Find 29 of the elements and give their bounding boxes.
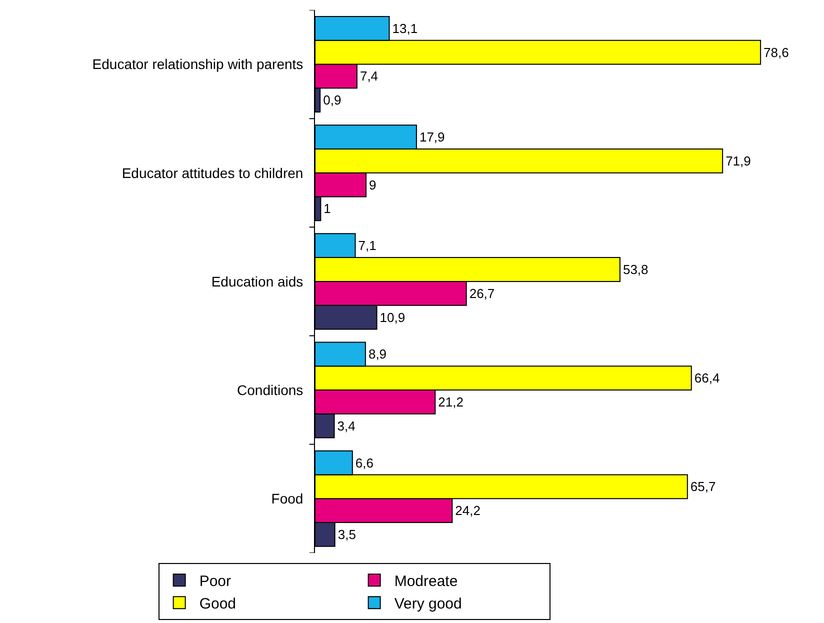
y-tick-label: Educator attitudes to children: [122, 164, 304, 181]
legend-label: Very good: [394, 595, 462, 612]
data-label: 7,4: [360, 68, 378, 84]
data-label: 65,7: [690, 479, 716, 494]
y-tick-label: Educator relationship with parents: [92, 56, 304, 72]
data-label: 0,9: [323, 92, 342, 108]
legend-label: Good: [199, 595, 236, 612]
y-tick-label: Food: [271, 490, 304, 506]
data-label: 17,9: [419, 130, 445, 145]
data-label: 8,9: [368, 346, 387, 362]
data-label: 3,5: [338, 526, 356, 542]
data-label: 6,6: [355, 455, 374, 470]
data-label: 78,6: [764, 44, 789, 60]
data-label: 71,9: [726, 153, 751, 168]
data-label: 10,9: [380, 310, 406, 325]
legend-label: Modreate: [394, 572, 458, 590]
data-label: 66,4: [694, 370, 720, 386]
data-label: 24,2: [455, 503, 480, 518]
legend-label: Poor: [199, 572, 232, 590]
data-label: 9: [369, 177, 376, 192]
data-label: 1: [324, 201, 331, 216]
data-label: 21,2: [438, 394, 464, 410]
y-tick-label: Education aids: [211, 273, 304, 290]
data-label: 26,7: [469, 286, 495, 301]
data-label: 53,8: [622, 262, 648, 277]
data-label: 7,1: [358, 238, 376, 254]
data-label: 3,4: [337, 418, 356, 434]
y-tick-label: Conditions: [237, 382, 304, 398]
data-label: 13,1: [392, 20, 418, 36]
